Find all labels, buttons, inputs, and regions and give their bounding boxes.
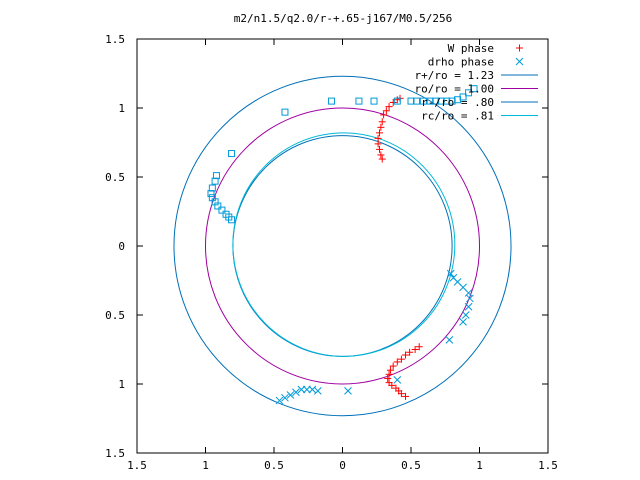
data-point <box>432 97 440 105</box>
data-point <box>415 343 423 351</box>
data-point <box>228 216 236 224</box>
data-point <box>393 97 401 105</box>
data-point <box>382 107 390 115</box>
data-point <box>389 98 397 106</box>
data-point <box>292 388 300 397</box>
data-point <box>297 385 306 394</box>
legend-label: r+/ro = 1.23 <box>415 69 494 82</box>
data-point <box>426 97 434 105</box>
x-tick-label: 1 <box>476 459 483 472</box>
reference-circle <box>232 132 456 357</box>
data-point <box>281 108 289 116</box>
data-point <box>385 370 393 378</box>
data-point <box>449 273 458 282</box>
data-points <box>207 85 478 405</box>
y-tick-label: 0.5 <box>105 171 125 184</box>
data-point <box>386 366 394 374</box>
data-point <box>380 111 388 119</box>
data-point <box>355 97 363 105</box>
data-point <box>378 155 386 163</box>
legend-label: rc/ro = .81 <box>421 110 494 123</box>
y-tick-label: 0.5 <box>105 309 125 322</box>
x-tick-label: 1.5 <box>127 459 147 472</box>
data-point <box>313 387 322 395</box>
data-point <box>308 385 317 394</box>
data-point <box>461 311 470 319</box>
chart-title: m2/n1.5/q2.0/r-+.65-j167/M0.5/256 <box>234 12 453 25</box>
reference-circle <box>173 75 512 417</box>
reference-circle <box>205 107 480 385</box>
data-point <box>207 190 215 198</box>
data-point <box>385 103 393 111</box>
x-tick-label: 1.5 <box>538 459 558 472</box>
data-point <box>402 351 410 359</box>
data-point <box>218 206 226 214</box>
data-point <box>411 346 419 353</box>
data-point <box>448 97 456 105</box>
data-point <box>397 390 405 398</box>
data-point <box>464 302 473 311</box>
y-tick-label: 0 <box>118 240 125 253</box>
data-point <box>446 269 455 278</box>
y-tick-label: 1 <box>118 102 125 115</box>
plot-area <box>136 38 549 454</box>
data-point <box>211 177 219 185</box>
legend-label: r-/ro = .80 <box>421 96 494 109</box>
data-point <box>303 385 311 394</box>
data-point <box>515 57 524 66</box>
data-point <box>275 396 284 405</box>
data-point <box>470 85 478 93</box>
data-point <box>402 392 410 400</box>
data-point <box>443 97 451 105</box>
data-point <box>419 97 427 105</box>
reference-circles <box>173 75 512 417</box>
data-point <box>388 381 396 389</box>
data-point <box>378 118 386 126</box>
tick-labels: 1.5 1 0.5 0 0.5 1 1.51.510.500.511.5 <box>105 33 558 472</box>
data-point <box>406 348 414 356</box>
data-point <box>377 123 385 131</box>
data-point <box>375 129 383 137</box>
data-point <box>281 393 289 402</box>
data-point <box>286 391 295 399</box>
data-point <box>445 335 454 344</box>
data-point <box>328 97 336 105</box>
data-point <box>437 97 445 105</box>
data-point <box>393 376 402 384</box>
data-point <box>214 202 222 210</box>
data-point <box>397 355 405 363</box>
x-tick-label: 0.5 <box>264 459 284 472</box>
data-point <box>407 97 415 105</box>
data-point <box>454 96 462 104</box>
data-point <box>384 374 392 382</box>
x-tick-label: 0 <box>339 459 346 472</box>
data-point <box>389 362 397 370</box>
data-point <box>465 89 473 97</box>
y-tick-label: 1 <box>118 378 125 391</box>
data-point <box>228 150 236 158</box>
x-tick-label: 0.5 <box>401 459 421 472</box>
data-point <box>412 97 420 105</box>
data-point <box>459 318 467 326</box>
data-point <box>377 151 385 159</box>
x-tick-label: 1 <box>202 459 209 472</box>
y-tick-label: 1.5 <box>105 33 125 46</box>
legend-label: ro/ro = 1.00 <box>415 83 494 96</box>
reference-circle <box>232 135 453 357</box>
legend-label: drho phase <box>428 56 494 69</box>
data-point <box>393 358 401 366</box>
legend-label: W phase <box>448 42 494 55</box>
data-point <box>344 387 352 395</box>
data-point <box>375 145 383 153</box>
y-tick-label: 1.5 <box>105 447 125 460</box>
data-point <box>516 44 523 52</box>
data-point <box>374 134 382 142</box>
data-point <box>370 97 378 105</box>
